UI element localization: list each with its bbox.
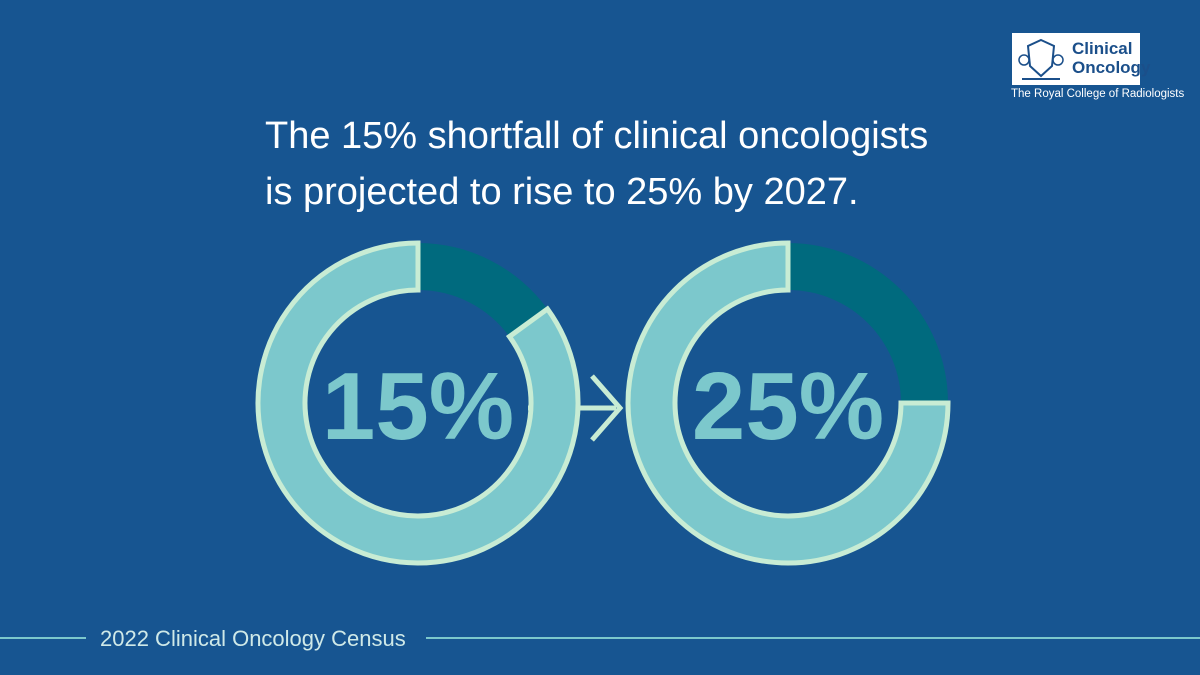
donut-segment bbox=[418, 243, 548, 337]
arrow-head bbox=[590, 374, 624, 442]
donut-segment bbox=[255, 240, 581, 566]
logo-crest bbox=[1018, 38, 1064, 80]
headline: The 15% shortfall of clinical oncologist… bbox=[265, 108, 928, 220]
center-label: 25% bbox=[692, 353, 884, 460]
logo-organisation: The Royal College of Radiologists bbox=[1011, 88, 1185, 100]
logo-name: Clinical Oncology bbox=[1072, 39, 1151, 77]
center-label: 15% bbox=[322, 353, 514, 460]
logo: Clinical Oncology bbox=[1012, 33, 1151, 85]
donut-segment bbox=[788, 243, 948, 403]
headline-line: is projected to rise to 25% by 2027. bbox=[265, 171, 859, 213]
donut-segment bbox=[625, 240, 951, 566]
headline-line: The 15% shortfall of clinical oncologist… bbox=[265, 115, 929, 157]
footer: 2022 Clinical Oncology Census bbox=[100, 626, 406, 651]
